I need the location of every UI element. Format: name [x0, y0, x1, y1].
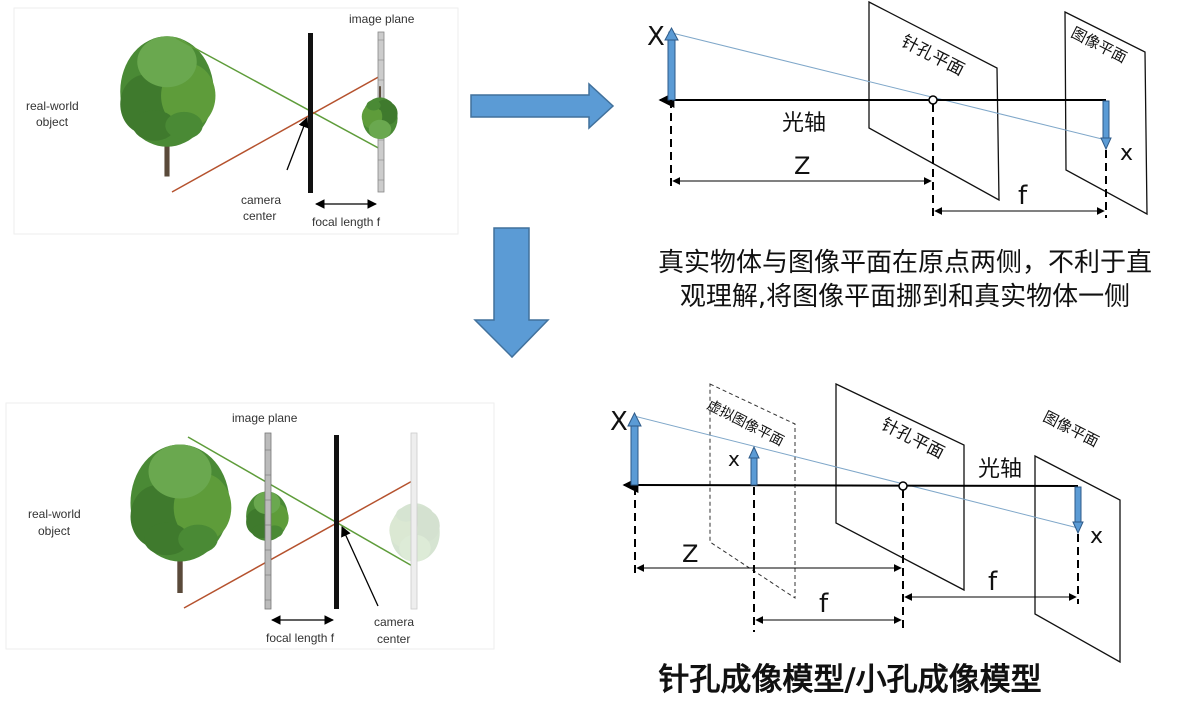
explanation-line-2: 观理解,将图像平面挪到和真实物体一侧: [679, 282, 1131, 312]
image-arrow-body: [1074, 486, 1082, 524]
object-label-line1: real-world: [26, 99, 79, 113]
object-label-line1: real-world: [28, 507, 81, 521]
panel-top-left: real-world object image plane camera cen…: [13, 7, 459, 235]
camera-label-line2: center: [243, 209, 276, 223]
virtual-image-plane: [709, 383, 796, 599]
object-arrow-head: [664, 26, 679, 41]
object-arrow-body: [630, 423, 639, 486]
focal-length-label: focal length f: [312, 215, 381, 229]
projection-ray: [633, 415, 1079, 529]
object-symbol: X: [610, 407, 628, 437]
optical-axis: [622, 477, 1079, 494]
f-label-left: f: [819, 589, 829, 619]
image-plane: [1034, 454, 1121, 664]
z-label: Z: [682, 540, 698, 568]
focal-length-label: focal length f: [266, 631, 335, 645]
right-arrow-shape: [470, 82, 615, 130]
green-ray: [175, 37, 383, 151]
panel-bottom-left: real-world object image plane camera cen…: [5, 402, 495, 650]
explanation-caption: 真实物体与图像平面在原点两侧，不利于直 观理解,将图像平面挪到和真实物体一侧: [600, 246, 1192, 314]
image-plane-label: image plane: [232, 411, 298, 425]
image-symbol: x: [1090, 524, 1103, 549]
virtual-image-arrow-head: [748, 445, 760, 459]
f-label-right: f: [988, 567, 998, 597]
object-label-line2: object: [38, 524, 71, 538]
camera-label-line1: camera: [374, 615, 414, 629]
image-arrow-body: [1102, 100, 1110, 140]
pinhole-barrier: [334, 435, 339, 609]
image-symbol: x: [1120, 141, 1133, 166]
z-label: Z: [794, 152, 810, 180]
object-symbol: X: [647, 22, 665, 52]
camera-center-pointer: [341, 526, 379, 607]
explanation-line-1: 真实物体与图像平面在原点两侧，不利于直: [657, 248, 1152, 278]
pinhole-point: [898, 481, 908, 491]
image-arrow-head: [1072, 521, 1084, 535]
projection-ray: [667, 31, 1107, 141]
red-ray: [171, 74, 383, 193]
green-ray: [187, 436, 415, 568]
pinhole-barrier: [308, 33, 313, 193]
camera-center-pointer: [286, 117, 309, 171]
optical-axis-label: 光轴: [782, 111, 826, 136]
panel-bottom-right: X x x 光轴 Z f f 虚拟图像平面 针孔平面 图像平面: [610, 382, 1121, 664]
image-plane-label: image plane: [349, 12, 415, 26]
faded-image-plane-bar: [410, 432, 418, 610]
model-title: 针孔成像模型/小孔成像模型: [658, 662, 1042, 698]
red-ray: [183, 479, 415, 609]
camera-label-line2: center: [377, 632, 410, 646]
object-arrow-body: [667, 37, 676, 101]
pinhole-point: [928, 95, 938, 105]
object-arrow-head: [627, 411, 642, 427]
optical-axis-label: 光轴: [978, 457, 1022, 482]
object-label-line2: object: [36, 115, 69, 129]
down-arrow-shape: [473, 227, 550, 359]
panel-top-right: X x 光轴 Z f 针孔平面 图像平面: [647, 0, 1148, 218]
image-arrow-head: [1100, 137, 1112, 151]
virtual-image-symbol: x: [728, 447, 740, 471]
camera-label-line1: camera: [241, 193, 281, 207]
virtual-image-arrow-body: [750, 455, 758, 486]
image-plane-bar: [264, 432, 272, 610]
f-label: f: [1018, 181, 1028, 211]
image-plane-label: 图像平面: [1040, 408, 1102, 451]
